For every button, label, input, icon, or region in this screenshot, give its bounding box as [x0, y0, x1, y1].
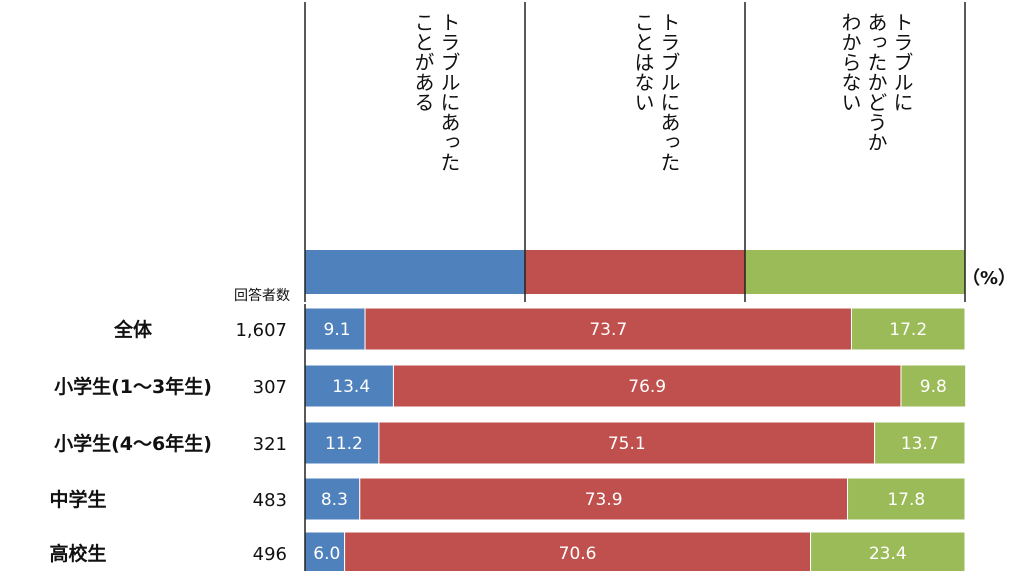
data-label-row-1-series-1: 9.1 — [324, 320, 351, 340]
data-label-row-2-series-1: 13.4 — [332, 377, 370, 397]
data-label-row-4-series-1: 8.3 — [321, 490, 348, 510]
legend-swatch-2 — [525, 250, 745, 294]
legend-label-3-line-3: わからない — [838, 12, 862, 112]
bar-segment-row-2-series-2 — [392, 364, 902, 408]
legend-label-3-line-2: あったかどうか — [864, 12, 888, 152]
bars: 9.1 73.7 17.2 13.4 76.9 9.8 11.2 75.1 13.7 8.3 73.… — [304, 304, 967, 571]
legend-label-1-line-2: ことがある — [411, 12, 435, 112]
count-label-4: 483 — [253, 490, 287, 511]
category-label-1: 全体 — [113, 318, 153, 341]
data-label-row-3-series-1: 11.2 — [325, 434, 363, 454]
legend-label-1-line-1: トラブルにあった — [437, 12, 461, 172]
count-header: 回答者数 — [234, 287, 290, 304]
category-label-5: 高校生 — [49, 542, 106, 565]
bar-segment-row-5-series-2 — [344, 531, 812, 571]
category-label-2: 小学生(1～3年生) — [54, 375, 212, 398]
data-label-row-5-series-1: 6.0 — [313, 544, 340, 564]
row-labels: 全体 1,607 小学生(1～3年生) 307 小学生(4～6年生) 321 中学生 483 高… — [49, 318, 287, 565]
legend-swatch-3 — [745, 250, 965, 294]
count-label-3: 321 — [253, 434, 287, 455]
data-label-row-4-series-3: 17.8 — [887, 490, 925, 510]
legend-label-2-line-2: ことはない — [631, 12, 655, 112]
bar-segment-row-3-series-3 — [874, 421, 966, 465]
data-label-row-1-series-3: 17.2 — [889, 320, 927, 340]
data-label-row-2-series-3: 9.8 — [920, 377, 947, 397]
count-label-2: 307 — [253, 377, 287, 398]
legend-swatch-1 — [305, 250, 525, 294]
bar-segment-row-1-series-1 — [304, 307, 366, 351]
data-label-row-5-series-3: 23.4 — [869, 544, 907, 564]
data-label-row-5-series-2: 70.6 — [559, 544, 597, 564]
category-label-3: 小学生(4～6年生) — [54, 432, 212, 455]
bar-segment-row-2-series-3 — [900, 364, 967, 408]
bar-segment-row-5-series-1 — [304, 531, 346, 571]
bar-segment-row-4-series-3 — [847, 477, 966, 521]
count-label-5: 496 — [253, 544, 287, 565]
data-label-row-3-series-3: 13.7 — [901, 434, 939, 454]
category-label-4: 中学生 — [49, 488, 106, 511]
data-label-row-2-series-2: 76.9 — [628, 377, 666, 397]
bar-segment-row-1-series-3 — [850, 307, 966, 351]
count-label-1: 1,607 — [235, 320, 287, 341]
data-label-row-1-series-2: 73.7 — [589, 320, 627, 340]
legend-label-2-line-1: トラブルにあった — [657, 12, 681, 172]
bar-segment-row-4-series-1 — [304, 477, 361, 521]
bar-segment-row-4-series-2 — [359, 477, 849, 521]
data-label-row-4-series-2: 73.9 — [585, 490, 623, 510]
data-label-row-3-series-2: 75.1 — [608, 434, 646, 454]
legend-label-3-line-1: トラブルに — [890, 12, 914, 112]
bar-segment-row-5-series-3 — [810, 531, 966, 571]
bar-segment-row-1-series-2 — [364, 307, 852, 351]
unit-label: （%） — [962, 268, 1016, 289]
